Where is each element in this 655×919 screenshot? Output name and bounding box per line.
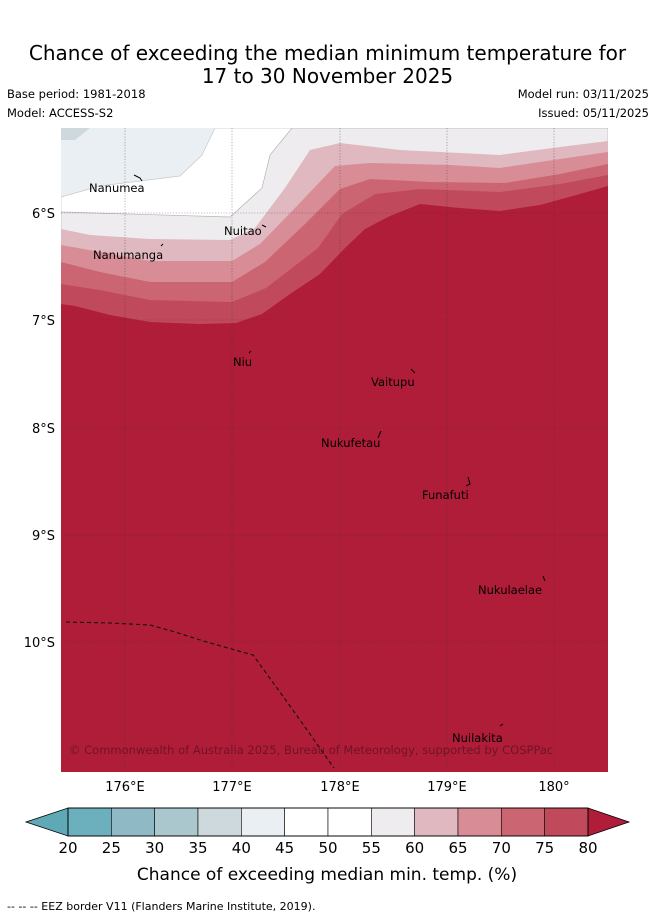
- colorbar-tick-label: 35: [188, 839, 207, 857]
- island-nuitao: [261, 224, 267, 228]
- colorbar-swatch: [67, 807, 112, 837]
- island-nukufetau: [377, 430, 382, 439]
- colorbar-under-arrow: [24, 807, 69, 837]
- colorbar: 20 25 30 35 40 45 50 55 60 65 70 75 80: [24, 807, 631, 857]
- colorbar-tick-label: 60: [405, 839, 424, 857]
- chart-title-line1: Chance of exceeding the median minimum t…: [28, 41, 627, 65]
- label-funafuti: Funafuti: [422, 488, 469, 502]
- chart-title-line2: 17 to 30 November 2025: [201, 64, 454, 88]
- colorbar-tick-label: 70: [492, 839, 511, 857]
- map-plot-area[interactable]: Nanumea Nuitao Nanumanga Niu Vaitupu Nuk…: [61, 128, 608, 772]
- place-labels: Nanumea Nuitao Nanumanga Niu Vaitupu Nuk…: [89, 181, 542, 745]
- colorbar-swatch: [327, 807, 372, 837]
- colorbar-swatch: [544, 807, 589, 837]
- model-run: Model run: 03/11/2025: [517, 87, 649, 101]
- colorbar-tick-label: 45: [275, 839, 294, 857]
- island-nanumanga: [160, 243, 164, 247]
- island-niu: [248, 350, 252, 354]
- lon-label-180: 180°: [538, 780, 569, 795]
- lat-label-6s: 6°S: [32, 207, 55, 222]
- label-nanumea: Nanumea: [89, 181, 145, 195]
- model-name: Model: ACCESS-S2: [7, 106, 114, 120]
- colorbar-swatch: [414, 807, 459, 837]
- island-outlines: [133, 174, 546, 727]
- lon-label-179e: 179°E: [427, 780, 467, 795]
- colorbar-outline: [67, 807, 589, 837]
- axis-labels: 176°E 177°E 178°E 179°E 180° 6°S 7°S 8°S…: [24, 207, 570, 795]
- colorbar-swatch: [457, 807, 502, 837]
- colorbar-tick-label: 50: [318, 839, 337, 857]
- colorbar-tick-label: 25: [102, 839, 121, 857]
- colorbar-label: Chance of exceeding median min. temp. (%…: [137, 865, 517, 885]
- colorbar-tick-label: 20: [58, 839, 77, 857]
- colorbar-swatch: [371, 807, 415, 837]
- lat-label-8s: 8°S: [32, 422, 55, 437]
- lon-label-178e: 178°E: [320, 780, 360, 795]
- issued-date: Issued: 05/11/2025: [538, 106, 649, 120]
- zone-35-40: [61, 128, 90, 140]
- lon-label-176e: 176°E: [105, 780, 145, 795]
- colorbar-tick-label: 65: [448, 839, 467, 857]
- graticule: [61, 128, 608, 772]
- island-nanumea: [133, 174, 143, 182]
- island-nukulaelae: [542, 575, 546, 582]
- colorbar-swatch: [197, 807, 242, 837]
- island-funafuti: [465, 476, 471, 487]
- colorbar-tick-label: 30: [145, 839, 164, 857]
- colorbar-over-arrow: [587, 807, 631, 837]
- base-period: Base period: 1981-2018: [7, 87, 146, 101]
- colorbar-swatch: [284, 807, 329, 837]
- colorbar-tick-label: 55: [362, 839, 381, 857]
- eez-footnote: -- -- -- EEZ border V11 (Flanders Marine…: [7, 900, 316, 913]
- label-niu: Niu: [233, 355, 252, 369]
- copyright-notice: © Commonwealth of Australia 2025, Bureau…: [69, 743, 553, 757]
- zone-above-80: [61, 186, 608, 772]
- island-vaitupu: [410, 368, 416, 374]
- colorbar-tick-label: 40: [232, 839, 251, 857]
- lat-label-7s: 7°S: [32, 314, 55, 329]
- eez-border: [65, 621, 335, 769]
- colorbar-tick-label: 80: [578, 839, 597, 857]
- lon-label-177e: 177°E: [212, 780, 252, 795]
- label-nuilakita: Nuilakita: [452, 731, 503, 745]
- colorbar-swatch: [241, 807, 285, 837]
- lat-label-9s: 9°S: [32, 529, 55, 544]
- label-nuitao: Nuitao: [224, 224, 262, 238]
- label-nukulaelae: Nukulaelae: [478, 583, 542, 597]
- label-nukufetau: Nukufetau: [321, 436, 380, 450]
- colorbar-swatch: [111, 807, 155, 837]
- colorbar-swatch: [154, 807, 199, 837]
- lat-label-10s: 10°S: [24, 636, 55, 651]
- island-nuilakita: [499, 723, 504, 727]
- colorbar-swatch: [501, 807, 545, 837]
- label-nanumanga: Nanumanga: [93, 248, 163, 262]
- label-vaitupu: Vaitupu: [371, 375, 415, 389]
- colorbar-tick-label: 75: [535, 839, 554, 857]
